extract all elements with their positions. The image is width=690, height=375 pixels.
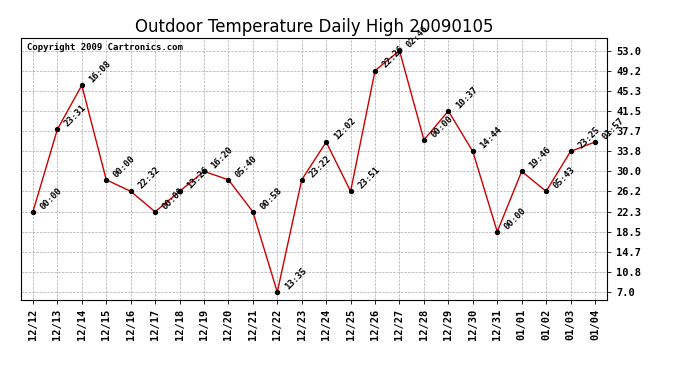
Point [418,137,429,143]
Text: 00:58: 00:58 [259,186,284,211]
Text: 23:31: 23:31 [63,103,88,129]
Point [77,82,88,88]
Point [540,188,551,194]
Text: 16:20: 16:20 [210,145,235,171]
Point [174,188,185,194]
Point [101,177,112,183]
Text: 00:00: 00:00 [161,186,186,211]
Text: 00:00: 00:00 [112,154,137,179]
Text: 00:00: 00:00 [39,186,64,211]
Text: 23:22: 23:22 [307,154,333,179]
Point [52,126,63,132]
Text: 00:00: 00:00 [503,206,528,231]
Point [199,168,210,174]
Text: 01:57: 01:57 [600,116,626,141]
Point [28,209,39,215]
Text: 13:26: 13:26 [185,165,210,190]
Text: 23:51: 23:51 [356,165,382,190]
Point [516,168,527,174]
Text: 19:46: 19:46 [527,145,553,171]
Point [296,177,307,183]
Point [125,188,136,194]
Text: 00:00: 00:00 [429,114,455,139]
Text: 05:43: 05:43 [552,165,577,190]
Point [247,209,258,215]
Text: 16:08: 16:08 [88,59,112,84]
Text: 22:26: 22:26 [381,44,406,70]
Point [321,139,332,145]
Text: 23:25: 23:25 [576,125,602,151]
Text: 02:46: 02:46 [405,24,431,50]
Point [443,108,454,114]
Point [370,68,381,74]
Text: 05:40: 05:40 [234,154,259,179]
Text: Copyright 2009 Cartronics.com: Copyright 2009 Cartronics.com [26,43,182,52]
Point [150,209,161,215]
Point [565,148,576,154]
Point [394,48,405,54]
Point [272,289,283,295]
Text: 12:02: 12:02 [332,116,357,141]
Point [492,229,503,235]
Title: Outdoor Temperature Daily High 20090105: Outdoor Temperature Daily High 20090105 [135,18,493,36]
Point [467,148,478,154]
Text: 10:37: 10:37 [454,85,480,110]
Text: 22:32: 22:32 [136,165,161,190]
Text: 13:35: 13:35 [283,266,308,291]
Point [345,188,356,194]
Point [589,139,600,145]
Point [223,177,234,183]
Text: 14:44: 14:44 [478,125,504,151]
